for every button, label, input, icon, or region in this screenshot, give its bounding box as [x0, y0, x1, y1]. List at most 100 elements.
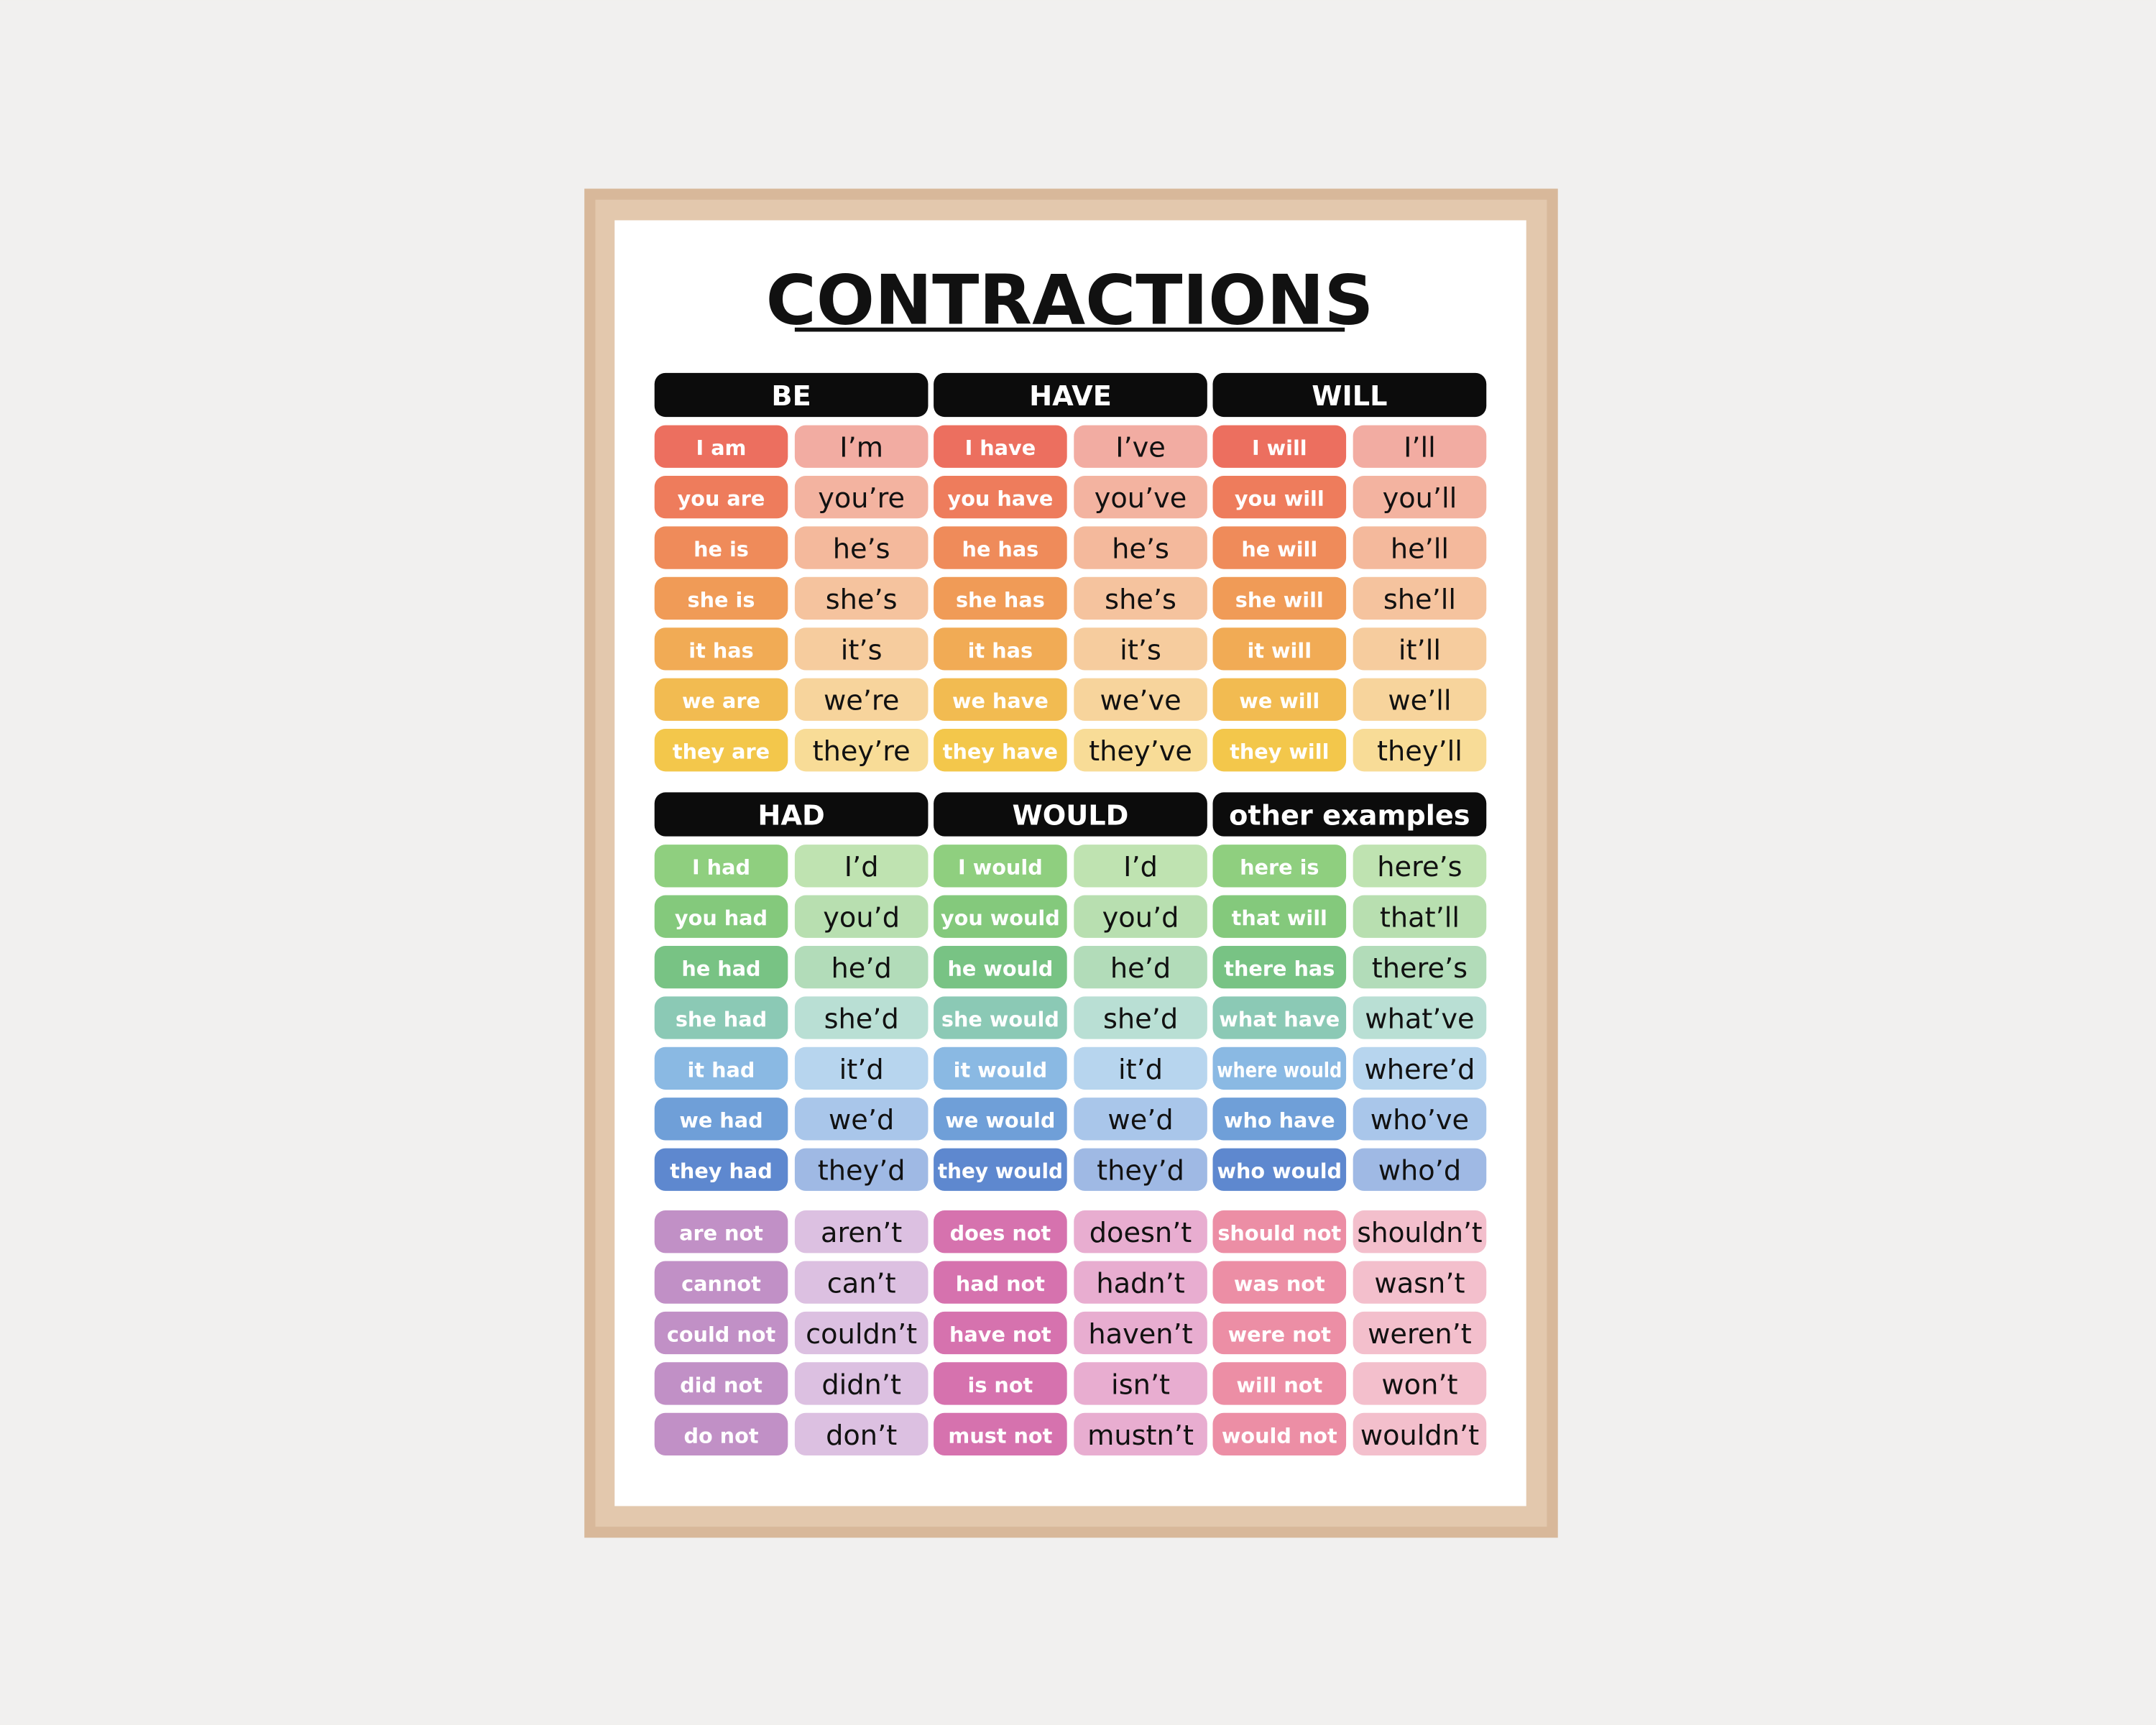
contraction-cell	[1074, 1098, 1207, 1141]
phrase: were not	[1228, 1322, 1332, 1346]
section-header: HAVE	[1029, 380, 1112, 413]
contraction: she’d	[824, 1003, 899, 1035]
phrase: must not	[948, 1423, 1052, 1448]
contraction-cell	[1074, 845, 1207, 888]
contraction: don’t	[826, 1420, 897, 1452]
phrase-cell	[934, 996, 1067, 1039]
phrase: we would	[945, 1108, 1055, 1133]
phrase-cell	[654, 1098, 788, 1141]
phrase-cell	[934, 1362, 1067, 1405]
contraction-cell	[794, 526, 929, 569]
contraction-cell	[1074, 996, 1207, 1039]
contraction: weren’t	[1368, 1318, 1472, 1351]
phrase: cannot	[681, 1271, 761, 1296]
phrase-cell	[654, 475, 788, 519]
phrase: are not	[679, 1221, 763, 1246]
phrase: they had	[670, 1159, 773, 1183]
phrase-cell	[934, 526, 1067, 569]
contraction-cell	[794, 1362, 929, 1405]
contraction: hadn’t	[1096, 1268, 1184, 1300]
phrase-cell	[1212, 1210, 1347, 1254]
contraction-cell	[1074, 1412, 1207, 1455]
phrase: it would	[954, 1057, 1048, 1082]
phrase: you are	[678, 487, 765, 511]
section-header: BE	[771, 380, 811, 413]
contraction: she’s	[826, 584, 898, 616]
contraction-cell	[794, 729, 929, 772]
contraction: we’d	[829, 1104, 894, 1136]
contraction: they’ll	[1377, 735, 1462, 768]
contraction-cell	[1074, 576, 1207, 620]
contraction-cell	[1353, 895, 1487, 938]
phrase-cell	[1212, 1412, 1347, 1455]
contraction: you’d	[1102, 902, 1179, 934]
phrase-cell	[1212, 1261, 1347, 1304]
contraction-cell	[1074, 475, 1207, 519]
contraction-cell	[1074, 1261, 1207, 1304]
title: CONTRACTIONS	[766, 259, 1374, 340]
contraction-cell	[1353, 1148, 1487, 1191]
section-header-bg	[654, 372, 929, 418]
contraction-cell	[1074, 627, 1207, 671]
phrase: he has	[962, 537, 1039, 561]
phrase-cell	[654, 1046, 788, 1090]
phrase: he will	[1241, 537, 1317, 561]
phrase-cell	[934, 1412, 1067, 1455]
contraction-cell	[794, 895, 929, 938]
phrase: they would	[938, 1159, 1063, 1183]
phrase: I will	[1252, 436, 1307, 460]
phrase-cell	[934, 895, 1067, 938]
phrase-cell	[1212, 576, 1347, 620]
phrase-cell	[654, 526, 788, 569]
phrase: did not	[680, 1373, 763, 1397]
phrase: I would	[958, 855, 1043, 880]
phrase-cell	[654, 945, 788, 989]
contraction: won’t	[1381, 1368, 1457, 1401]
contraction-cell	[1353, 1311, 1487, 1355]
phrase-cell	[934, 627, 1067, 671]
phrase-cell	[1212, 945, 1347, 989]
contraction: mustn’t	[1087, 1420, 1194, 1452]
contraction-cell	[1353, 1412, 1487, 1455]
phrase: she had	[676, 1007, 767, 1031]
phrase: was not	[1234, 1271, 1325, 1296]
contraction-cell	[1353, 845, 1487, 888]
contraction: we’d	[1107, 1104, 1173, 1136]
phrase: he would	[947, 957, 1053, 981]
phrase-cell	[934, 1311, 1067, 1355]
contraction-cell	[1074, 678, 1207, 721]
contraction: she’s	[1105, 584, 1176, 616]
phrase-cell	[934, 729, 1067, 772]
phrase-cell	[1212, 1362, 1347, 1405]
phrase-cell	[654, 1261, 788, 1304]
contraction: we’re	[824, 685, 899, 717]
phrase-cell	[654, 1412, 788, 1455]
contraction: you’ve	[1095, 482, 1187, 515]
phrase-cell	[1212, 1148, 1347, 1191]
phrase-cell	[1212, 526, 1347, 569]
phrase: here is	[1240, 855, 1319, 880]
phrase: they are	[673, 740, 770, 764]
contraction-cell	[1353, 576, 1487, 620]
phrase: we are	[682, 689, 760, 713]
contraction-cell	[794, 475, 929, 519]
phrase: you will	[1235, 487, 1325, 511]
contraction-cell	[794, 576, 929, 620]
contraction: we’ve	[1100, 685, 1181, 717]
contraction-cell	[794, 1148, 929, 1191]
contraction: it’d	[1118, 1054, 1163, 1086]
phrase-cell	[654, 996, 788, 1039]
contraction: I’d	[1123, 851, 1158, 883]
phrase: should not	[1217, 1221, 1341, 1246]
phrase: is not	[968, 1373, 1033, 1397]
contraction: shouldn’t	[1357, 1217, 1482, 1249]
phrase: do not	[683, 1423, 758, 1448]
contraction-cell	[1353, 996, 1487, 1039]
phrase: she would	[941, 1007, 1059, 1031]
phrase: I had	[692, 855, 750, 880]
phrase: who have	[1224, 1108, 1335, 1133]
phrase-cell	[1212, 475, 1347, 519]
phrase-cell	[1212, 895, 1347, 938]
contraction: you’ll	[1383, 482, 1457, 515]
contraction: you’re	[818, 482, 905, 515]
